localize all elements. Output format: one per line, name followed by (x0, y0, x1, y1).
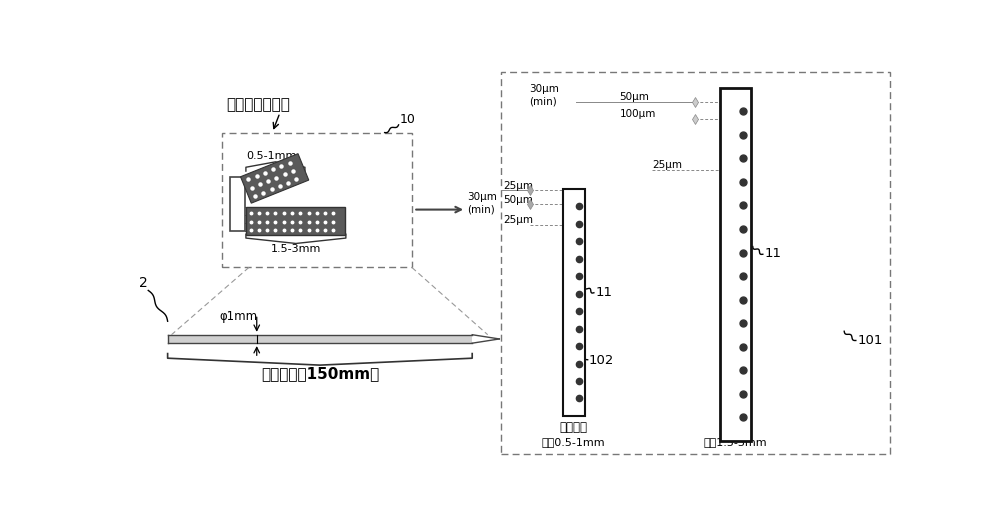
Text: 短电极线: 短电极线 (560, 420, 588, 433)
Text: 1.5-3mm: 1.5-3mm (271, 244, 321, 254)
Text: 11: 11 (595, 286, 612, 299)
Bar (563, 189, 585, 416)
Text: 25μm: 25μm (503, 181, 533, 191)
Text: φ1mm: φ1mm (220, 311, 258, 324)
Text: 2: 2 (139, 276, 148, 290)
Bar (720, 88, 751, 441)
Bar (168, 334, 472, 343)
Text: 10: 10 (400, 114, 416, 127)
Text: 50μm: 50μm (619, 92, 649, 102)
Text: 植入电极线部分: 植入电极线部分 (226, 97, 290, 112)
Text: 30μm
(min): 30μm (min) (530, 84, 559, 106)
Text: 25μm: 25μm (503, 216, 533, 226)
Text: 导线（总长150mm）: 导线（总长150mm） (261, 366, 379, 381)
Text: 长电极线: 长电极线 (722, 420, 750, 433)
Text: 50μm: 50μm (503, 195, 533, 205)
Bar (230, 177, 245, 231)
Text: 长剗0.5-1mm: 长剗0.5-1mm (542, 437, 606, 447)
Text: 11: 11 (764, 247, 781, 260)
Text: 长剗1.5-3mm: 长剗1.5-3mm (704, 437, 768, 447)
Text: 30μm
(min): 30μm (min) (468, 192, 497, 215)
Polygon shape (241, 154, 309, 203)
Bar (246, 206, 345, 235)
Text: 102: 102 (588, 354, 614, 367)
Text: 25μm: 25μm (652, 160, 682, 170)
Text: 101: 101 (857, 334, 883, 348)
Text: 100μm: 100μm (619, 109, 656, 119)
Text: 0.5-1mm: 0.5-1mm (246, 151, 297, 161)
